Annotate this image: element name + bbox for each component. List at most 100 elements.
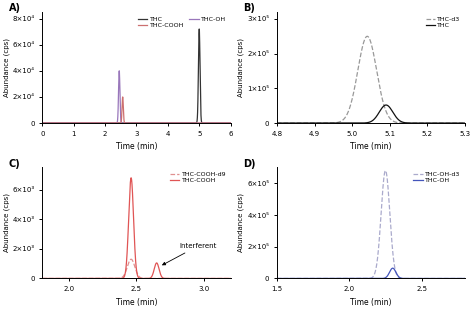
Text: B): B) <box>243 3 255 13</box>
Y-axis label: Abundance (cps): Abundance (cps) <box>238 38 244 97</box>
THC <box>383 103 389 107</box>
THC-COOH-d9 <box>228 277 233 280</box>
THC-d3 <box>346 108 352 112</box>
THC-OH <box>117 69 122 73</box>
Line: THC-OH: THC-OH <box>42 71 230 123</box>
Text: Interferent: Interferent <box>163 243 217 265</box>
THC-OH <box>228 121 233 125</box>
THC <box>438 121 444 125</box>
THC-OH <box>274 277 280 280</box>
THC-OH <box>72 121 78 125</box>
THC-d3 <box>365 34 370 38</box>
X-axis label: Time (min): Time (min) <box>350 142 392 151</box>
THC-COOH <box>204 121 210 125</box>
THC-d3 <box>307 121 312 125</box>
THC-COOH <box>61 277 67 280</box>
THC-d3 <box>295 121 301 125</box>
Line: THC-COOH: THC-COOH <box>42 97 230 123</box>
THC <box>274 121 280 125</box>
THC-COOH <box>39 277 45 280</box>
X-axis label: Time (min): Time (min) <box>116 298 157 307</box>
THC-OH <box>112 121 118 125</box>
THC-OH <box>355 277 360 280</box>
THC-OH-d3 <box>438 277 444 280</box>
THC-OH-d3 <box>459 277 465 280</box>
Text: A): A) <box>9 3 20 13</box>
THC-OH <box>39 121 45 125</box>
THC-OH <box>462 277 468 280</box>
THC-COOH-d9 <box>61 277 67 280</box>
Line: THC-OH-d3: THC-OH-d3 <box>277 170 465 278</box>
THC-COOH <box>120 277 126 280</box>
Y-axis label: Abundance (cps): Abundance (cps) <box>3 38 10 97</box>
THC-COOH-d9 <box>128 257 134 261</box>
THC-OH <box>224 121 230 125</box>
Legend: THC-OH-d3, THC-OH: THC-OH-d3, THC-OH <box>412 170 462 185</box>
THC-OH <box>295 277 301 280</box>
THC-COOH <box>224 121 230 125</box>
THC-OH-d3 <box>295 277 301 280</box>
THC-d3 <box>274 121 280 125</box>
Line: THC: THC <box>42 29 230 123</box>
Line: THC: THC <box>277 105 465 123</box>
Legend: THC, THC-COOH, THC-OH: THC, THC-COOH, THC-OH <box>137 15 228 29</box>
THC-COOH-d9 <box>204 277 210 280</box>
Legend: THC-d3, THC: THC-d3, THC <box>424 15 462 29</box>
THC-COOH-d9 <box>72 277 78 280</box>
Y-axis label: Abundance (cps): Abundance (cps) <box>238 193 244 252</box>
THC-d3 <box>459 121 465 125</box>
THC <box>72 121 78 125</box>
THC <box>61 121 67 125</box>
THC <box>120 121 126 125</box>
THC-COOH <box>39 121 45 125</box>
THC-OH <box>307 277 312 280</box>
THC <box>295 121 301 125</box>
THC <box>204 121 210 125</box>
THC <box>39 121 45 125</box>
THC-COOH <box>112 277 118 280</box>
THC-OH <box>438 277 444 280</box>
Y-axis label: Abundance (cps): Abundance (cps) <box>3 193 10 252</box>
THC-COOH <box>112 121 118 125</box>
THC-OH-d3 <box>462 277 468 280</box>
THC <box>459 121 465 125</box>
Line: THC-OH: THC-OH <box>277 268 465 278</box>
THC-COOH-d9 <box>120 275 126 279</box>
THC-OH-d3 <box>274 277 280 280</box>
THC-COOH <box>72 277 78 280</box>
THC <box>224 121 230 125</box>
THC-COOH-d9 <box>39 277 45 280</box>
THC-OH <box>459 277 465 280</box>
THC-COOH <box>228 277 233 280</box>
X-axis label: Time (min): Time (min) <box>350 298 392 307</box>
THC-COOH <box>224 277 230 280</box>
THC-COOH <box>128 176 134 180</box>
THC-COOH <box>120 95 126 99</box>
THC-COOH-d9 <box>224 277 230 280</box>
THC-OH <box>61 121 67 125</box>
Legend: THC-COOH-d9, THC-COOH: THC-COOH-d9, THC-COOH <box>168 170 228 185</box>
THC-OH <box>120 121 126 125</box>
THC-OH <box>390 266 396 270</box>
THC-COOH <box>72 121 78 125</box>
THC <box>346 121 352 125</box>
THC <box>307 121 312 125</box>
THC-OH-d3 <box>307 277 312 280</box>
THC <box>228 121 233 125</box>
THC <box>462 121 468 125</box>
THC-COOH-d9 <box>112 277 118 280</box>
X-axis label: Time (min): Time (min) <box>116 142 157 151</box>
Text: D): D) <box>243 158 255 169</box>
THC <box>112 121 118 125</box>
THC-d3 <box>355 72 360 76</box>
THC-OH-d3 <box>383 169 388 172</box>
THC-COOH <box>120 95 126 99</box>
THC-COOH <box>228 121 233 125</box>
THC-OH <box>346 277 352 280</box>
Line: THC-COOH: THC-COOH <box>42 178 230 278</box>
Text: C): C) <box>9 158 20 169</box>
THC-OH <box>204 121 210 125</box>
THC-COOH <box>204 277 210 280</box>
Line: THC-COOH-d9: THC-COOH-d9 <box>42 259 230 278</box>
THC-d3 <box>438 121 444 125</box>
